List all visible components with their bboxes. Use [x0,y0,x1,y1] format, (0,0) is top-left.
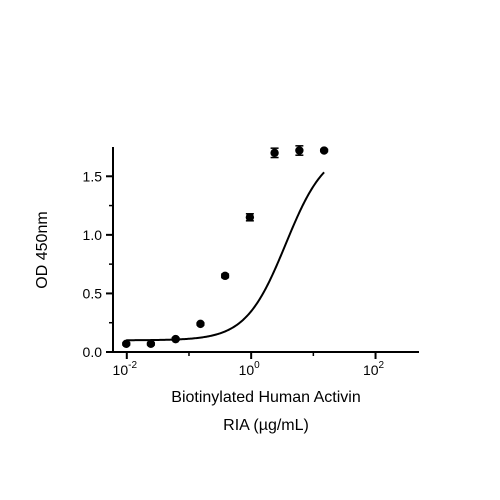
x-tick-label-base: 10 [239,362,255,378]
x-tick-label-base: 10 [113,362,129,378]
data-point [122,339,131,348]
y-tick-label: 0.5 [83,285,103,301]
y-tick-label: 0.0 [83,344,103,360]
data-point [146,339,156,348]
x-tick-label: 102 [363,360,385,378]
x-tick-label-exponent: -2 [128,360,137,371]
x-tick-label-exponent: 0 [254,360,260,371]
axes [112,147,419,353]
x-ticks: 10-2 100 102 [113,352,385,378]
x-tick-label-exponent: 2 [379,360,385,371]
y-axis-title: OD 450nm [34,211,51,288]
x-tick-label: 100 [239,360,261,378]
data-point [270,148,279,158]
x-axis-title-line-2: RIA (µg/mL) [223,417,309,434]
y-tick-label: 1.5 [83,168,103,184]
x-axis-title-line-1: Biotinylated Human Activin [171,389,360,406]
y-tick-label: 1.0 [83,227,103,243]
y-ticks: 0.0 0.5 1.0 1.5 [83,168,113,360]
data-point [295,146,304,155]
fit-curve [126,171,325,342]
data-point [171,334,180,344]
points-layer [122,145,329,348]
data-point [245,213,255,222]
fit-layer [126,171,325,342]
x-tick-label-base: 10 [363,362,379,378]
data-point [220,271,230,281]
data-point [196,319,205,329]
data-point [319,146,329,155]
x-tick-label: 10-2 [113,360,138,378]
